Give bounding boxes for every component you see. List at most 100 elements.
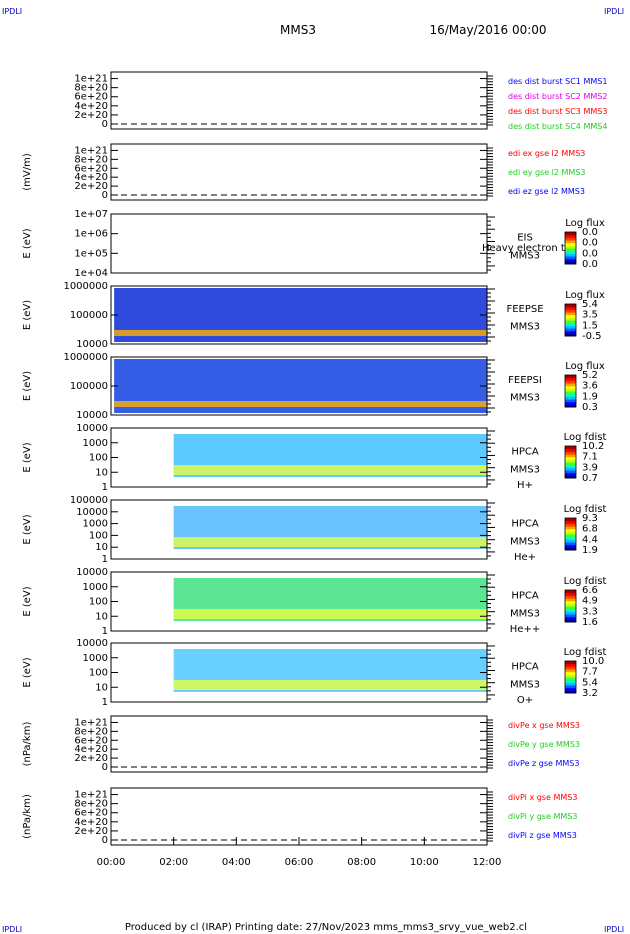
colorbar-title: Log flux (565, 361, 605, 372)
colorbar-segment (565, 464, 576, 468)
y-tick-label: 1e+07 (74, 209, 108, 220)
y-tick-label: 100 (89, 453, 108, 464)
y-axis-label: E (eV) (22, 657, 33, 687)
colorbar-segment (565, 375, 576, 379)
colorbar-segment (565, 306, 576, 310)
colorbar-segment (565, 391, 576, 395)
page-date: 16/May/2016 00:00 (429, 23, 546, 37)
instrument-label: MMS3 (510, 679, 540, 690)
instrument-label: MMS3 (510, 322, 540, 333)
legend-entry: divPe x gse MMS3 (508, 721, 580, 730)
legend-entry: divPe z gse MMS3 (508, 759, 579, 768)
panel-4: 1000000 100000 10000 E (eV) FEEPSE MMS3 Log fl… (22, 281, 605, 350)
y-tick-label: 10000 (76, 638, 108, 649)
colorbar-segment (565, 595, 576, 599)
x-tick-label: 12:00 (473, 857, 502, 868)
y-axis-label: E (eV) (22, 228, 33, 258)
instrument-label: He++ (510, 624, 540, 635)
colorbar-segment (565, 393, 576, 397)
corner-logo-top-right: IPDLI (604, 7, 624, 16)
instrument-label: FEEPSE (506, 304, 543, 315)
y-tick-label: 1000 (83, 582, 108, 593)
y-tick-label: 1e+04 (74, 268, 108, 279)
y-tick-label: 1e+21 (74, 74, 108, 85)
colorbar-title: Log flux (565, 290, 605, 301)
colorbar-segment (565, 542, 576, 546)
colorbar-frame (564, 303, 577, 337)
colorbar-segment (565, 685, 576, 689)
colorbar-segment (565, 454, 576, 458)
colorbar-tick-label: 4.4 (582, 534, 598, 545)
colorbar-segment (565, 242, 576, 246)
panel-9: 10000 1000 100 10 1 E (eV) HPCA MMS3 O+ Log fdist… (22, 638, 606, 708)
y-tick-label: 2e+20 (74, 181, 108, 192)
colorbar-segment (565, 669, 576, 673)
y-tick-label: 1 (102, 482, 108, 493)
colorbar-segment (565, 261, 576, 265)
colorbar-segment (565, 614, 576, 618)
legend-entry: des dist burst SC4 MMS4 (508, 122, 607, 131)
y-tick-label: 4e+20 (74, 817, 108, 828)
y-tick-label: 0 (102, 190, 108, 201)
colorbar-segment (565, 470, 576, 474)
colorbar-segment (565, 380, 576, 384)
y-tick-label: 4e+20 (74, 172, 108, 183)
page-title: MMS3 (280, 23, 316, 37)
y-tick-label: 0 (102, 835, 108, 846)
instrument-label: MMS3 (510, 536, 540, 547)
colorbar-segment (565, 674, 576, 678)
colorbar-tick-label: 1.9 (582, 545, 598, 556)
colorbar-segment (565, 396, 576, 400)
colorbar-segment (565, 248, 576, 252)
instrument-label: HPCA (511, 447, 539, 458)
colorbar-segment (565, 304, 576, 308)
y-tick-label: 8e+20 (74, 799, 108, 810)
colorbar-segment (565, 401, 576, 405)
colorbar-segment (565, 328, 576, 332)
y-axis-label: E (eV) (22, 442, 33, 472)
colorbar-tick-label: 7.7 (582, 667, 598, 678)
y-tick-label: 100000 (70, 310, 108, 321)
colorbar-tick-label: 0.7 (582, 473, 598, 484)
colorbar-tick-label: 10.0 (582, 656, 604, 667)
colorbar-frame (564, 374, 577, 408)
colorbar-segment (565, 523, 576, 527)
colorbar-segment (565, 388, 576, 392)
colorbar-tick-label: 6.6 (582, 585, 598, 596)
colorbar-tick-label: 5.4 (582, 299, 598, 310)
panel-frame (110, 213, 488, 274)
y-axis-label: (nPa/km) (22, 722, 33, 767)
instrument-label: EIS (517, 233, 533, 244)
y-tick-label: 0 (102, 762, 108, 773)
instrument-label: He+ (514, 552, 536, 563)
colorbar-segment (565, 462, 576, 466)
x-tick-label: 02:00 (159, 857, 188, 868)
y-tick-label: 100000 (70, 495, 108, 506)
colorbar-segment (565, 600, 576, 604)
colorbar-tick-label: 3.5 (582, 310, 598, 321)
colorbar-segment (565, 539, 576, 543)
legend-entry: des dist burst SC2 MMS2 (508, 92, 607, 101)
y-axis-label: E (eV) (22, 300, 33, 330)
legend-entry: edi ez gse l2 MMS3 (508, 187, 585, 196)
colorbar-segment (565, 472, 576, 476)
instrument-label: H+ (517, 480, 533, 491)
colorbar-frame (564, 445, 577, 479)
spectrogram-low-energy-band-1 (173, 537, 487, 547)
legend-entry: des dist burst SC1 MMS1 (508, 77, 607, 86)
y-tick-label: 100000 (70, 381, 108, 392)
colorbar-segment (565, 590, 576, 594)
instrument-label: FEEPSI (508, 375, 542, 386)
colorbar-segment (565, 383, 576, 387)
colorbar-segment (565, 677, 576, 681)
y-tick-label: 10 (95, 542, 108, 553)
y-tick-label: 1e+21 (74, 790, 108, 801)
colorbar-segment (565, 385, 576, 389)
panel-frame (110, 71, 488, 130)
colorbar-tick-label: 3.9 (582, 462, 598, 473)
colorbar-segment (565, 520, 576, 524)
y-tick-label: 10000 (76, 507, 108, 518)
panel-frame (110, 143, 488, 201)
